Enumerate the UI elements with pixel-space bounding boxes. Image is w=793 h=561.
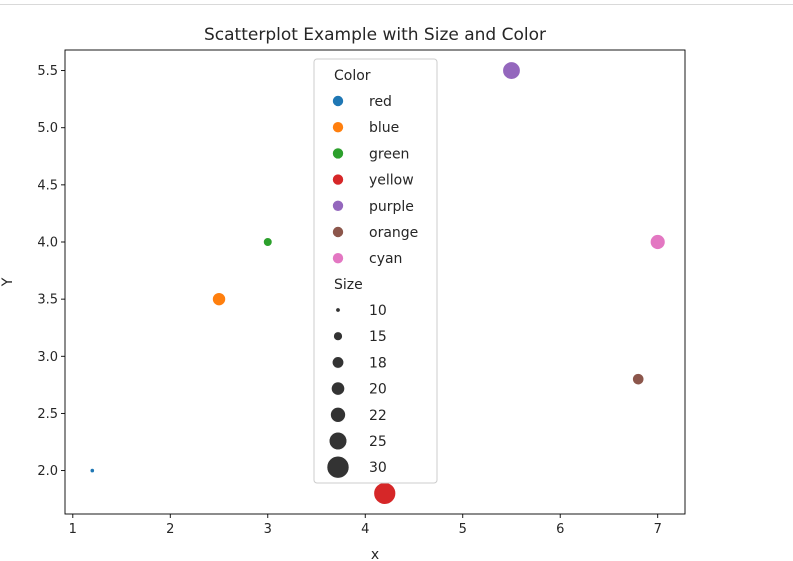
point-red: [89, 467, 95, 474]
point-yellow: [373, 482, 397, 505]
x-tick-label: 7: [654, 522, 662, 537]
legend-size-label: 22: [369, 408, 387, 424]
legend-size-marker: [333, 331, 343, 341]
legend-color-label: cyan: [369, 251, 402, 267]
legend-size-label: 30: [369, 460, 387, 476]
legend-size-marker: [328, 431, 348, 451]
legend-color-marker: [332, 252, 344, 265]
y-tick-label: 3.0: [37, 350, 58, 365]
x-axis-label: x: [371, 547, 379, 561]
data-points: [89, 61, 666, 505]
legend-size-label: 25: [369, 434, 387, 450]
chart-title: Scatterplot Example with Size and Color: [204, 25, 546, 45]
point-green: [262, 237, 273, 247]
legend-size-marker: [335, 307, 341, 313]
legend-size-title: Size: [334, 277, 363, 293]
legend: Color red blue green yellow purple orange cyan…: [313, 58, 438, 484]
legend-color-label: red: [369, 94, 392, 110]
legend-color-label: yellow: [369, 173, 414, 189]
legend-color-label: orange: [369, 225, 418, 241]
legend-size-entries: 10 15 18 20 22 25 30: [326, 303, 387, 479]
y-axis-label: Y: [0, 277, 16, 287]
x-axis: 1 2 3 4 5 6 7: [69, 514, 662, 537]
y-tick-label: 4.5: [37, 178, 58, 193]
legend-size-marker: [331, 356, 345, 369]
legend-size-marker: [326, 455, 350, 479]
y-tick-label: 3.5: [37, 293, 58, 308]
plot-area: [64, 49, 686, 515]
y-tick-label: 4.0: [37, 236, 58, 251]
y-axis: 2.0 2.5 3.0 3.5 4.0 4.5 5.0 5.5: [37, 64, 65, 479]
x-tick-label: 4: [361, 522, 369, 537]
top-divider: [0, 4, 793, 5]
point-cyan: [649, 234, 666, 250]
legend-color-marker: [332, 226, 344, 238]
legend-color-marker: [332, 147, 344, 160]
point-purple: [502, 61, 521, 80]
y-tick-label: 5.0: [37, 121, 58, 136]
x-tick-label: 2: [166, 522, 174, 537]
legend-color-label: green: [369, 146, 409, 162]
legend-size-label: 15: [369, 329, 387, 345]
y-tick-label: 2.0: [37, 464, 58, 479]
x-tick-label: 3: [264, 522, 272, 537]
x-tick-label: 5: [459, 522, 467, 537]
legend-size-label: 10: [369, 303, 387, 319]
legend-color-marker: [332, 173, 344, 186]
legend-color-entries: red blue green yellow purple orange cyan: [332, 94, 418, 267]
legend-color-marker: [332, 200, 344, 212]
legend-color-title: Color: [334, 68, 371, 84]
x-tick-label: 6: [556, 522, 564, 537]
point-orange: [632, 373, 645, 386]
legend-size-marker: [331, 381, 345, 396]
y-tick-label: 2.5: [37, 407, 58, 422]
legend-size-label: 20: [369, 382, 387, 398]
y-tick-label: 5.5: [37, 64, 58, 79]
point-blue: [212, 292, 227, 307]
legend-color-marker: [332, 121, 344, 133]
x-tick-label: 1: [69, 522, 77, 537]
legend-size-marker: [330, 407, 346, 423]
legend-color-label: purple: [369, 199, 414, 215]
legend-color-marker: [332, 95, 344, 107]
legend-box: [313, 58, 438, 484]
legend-size-label: 18: [369, 355, 387, 371]
legend-color-label: blue: [369, 120, 399, 136]
